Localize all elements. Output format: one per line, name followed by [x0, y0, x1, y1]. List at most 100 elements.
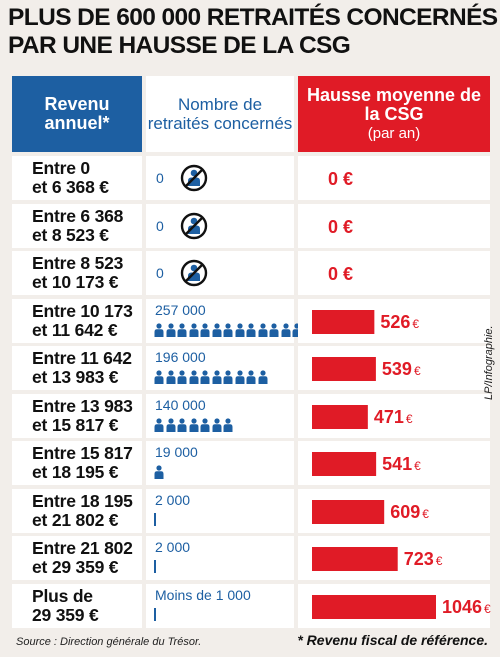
revenu-cell: Entre 0 et 6 368 €	[12, 156, 142, 200]
hausse-number: 539	[381, 359, 412, 379]
hausse-bar	[312, 547, 398, 571]
person-icon	[200, 370, 210, 384]
hausse-value: 0 €	[328, 217, 353, 238]
revenu-cell: Entre 10 173 et 11 642 €	[12, 298, 142, 343]
people-icons	[154, 417, 233, 432]
hausse-value: 526 €	[380, 312, 419, 333]
hausse-bar	[312, 594, 436, 619]
hausse-bar	[312, 452, 377, 476]
no-person-icon	[180, 164, 208, 192]
person-icon	[189, 370, 198, 384]
person-icon	[281, 322, 290, 337]
retraites-label: 0	[156, 265, 164, 281]
revenu-cell: Entre 11 642 et 13 983 €	[12, 346, 142, 390]
retraites-cell: 196 000	[146, 346, 294, 390]
retraites-label: 196 000	[155, 349, 206, 365]
currency-symbol: €	[484, 601, 491, 616]
bar-svg	[312, 357, 376, 381]
revenu-line1: Entre 0	[32, 158, 90, 178]
hausse-number: 0 €	[328, 264, 354, 284]
hausse-bar	[312, 404, 368, 429]
bar-svg	[312, 594, 436, 619]
revenu-line2: et 29 359 €	[32, 557, 119, 577]
revenu-line1: Entre 8 523	[32, 253, 124, 273]
retraites-cell: 257 000	[146, 298, 302, 343]
revenu-line1: Plus de	[32, 585, 93, 606]
header-hausse-subtitle: (par an)	[367, 124, 421, 142]
person-sliver-icon	[154, 607, 156, 621]
person-icon	[223, 370, 233, 384]
hausse-value: 1046 €	[442, 597, 491, 618]
footnote: * Revenu fiscal de référence.	[297, 632, 488, 648]
hausse-number: 471	[373, 406, 404, 427]
people-icons	[154, 322, 302, 337]
revenu-line2: et 13 983 €	[32, 367, 119, 387]
currency-symbol: €	[435, 554, 443, 568]
hausse-value: 471 €	[374, 407, 413, 428]
retraites-cell: 0	[146, 203, 294, 248]
person-icon	[258, 370, 267, 384]
person-icon	[154, 465, 164, 479]
hausse-cell: 609 €	[298, 488, 490, 533]
person-icon	[269, 322, 279, 337]
header-revenu: Revenu annuel*	[12, 76, 142, 152]
person-icon	[223, 322, 233, 337]
revenu-line2: 29 359 €	[32, 604, 99, 625]
currency-symbol: €	[422, 506, 429, 521]
bar-svg	[312, 404, 368, 429]
no-person-icon-wrap	[180, 212, 208, 240]
bar-svg	[312, 499, 385, 524]
retraites-cell: 19 000	[146, 441, 294, 485]
hausse-cell: 0 €	[298, 203, 490, 248]
person-icon	[189, 417, 198, 432]
no-person-icon	[180, 259, 208, 287]
no-person-icon-wrap	[180, 164, 208, 192]
person-icon	[166, 370, 175, 384]
currency-symbol: €	[414, 459, 421, 473]
bar-svg	[312, 452, 377, 476]
retraites-cell: 140 000	[146, 393, 294, 438]
retraites-label: 2 000	[155, 539, 191, 555]
hausse-cell: 541 €	[298, 441, 490, 485]
header-hausse-title: Hausse moyenne de la CSG	[306, 84, 482, 124]
person-icon	[200, 417, 210, 432]
bar-svg	[312, 309, 375, 334]
no-person-icon-wrap	[180, 259, 208, 287]
person-icon	[177, 322, 187, 337]
people-icons	[154, 370, 268, 384]
bar-svg	[312, 547, 398, 571]
person-icon	[258, 322, 267, 337]
revenu-cell: Entre 21 802 et 29 359 €	[12, 536, 142, 580]
chart-title: PLUS DE 600 000 RETRAITÉS CONCERNÉS PAR …	[8, 4, 498, 59]
person-sliver-icon	[154, 512, 156, 526]
hausse-number: 723	[403, 549, 434, 569]
revenu-cell: Entre 8 523 et 10 173 €	[12, 251, 142, 295]
hausse-number: 609	[390, 501, 421, 522]
revenu-cell: Entre 15 817 et 18 195 €	[12, 441, 142, 485]
hausse-cell: 539 €	[298, 346, 490, 390]
retraites-cell: 0	[146, 156, 294, 200]
retraites-label: 0	[156, 217, 164, 234]
hausse-cell: 723 €	[298, 536, 490, 580]
hausse-bar	[312, 499, 385, 524]
person-icon	[166, 322, 175, 337]
revenu-line1: Entre 21 802	[32, 538, 133, 558]
person-icon	[212, 370, 221, 384]
revenu-line1: Entre 18 195	[32, 490, 133, 511]
retraites-label: 2 000	[155, 491, 191, 508]
person-icon	[177, 370, 187, 384]
retraites-cell: Moins de 1 000	[146, 583, 294, 628]
header-hausse: Hausse moyenne de la CSG (par an)	[298, 76, 490, 152]
revenu-cell: Entre 6 368 et 8 523 €	[12, 203, 142, 248]
revenu-line2: et 18 195 €	[32, 462, 119, 482]
hausse-number: 0 €	[328, 216, 354, 237]
revenu-line1: Entre 11 642	[32, 348, 132, 368]
hausse-cell: 526 €	[298, 298, 490, 343]
people-icons	[154, 465, 164, 479]
hausse-cell: 1046 €	[298, 583, 491, 628]
credit: LP/Infographie.	[483, 325, 495, 400]
person-icon	[235, 322, 244, 337]
hausse-value: 609 €	[390, 502, 429, 523]
revenu-line2: et 11 642 €	[32, 319, 118, 340]
person-icon	[200, 322, 210, 337]
